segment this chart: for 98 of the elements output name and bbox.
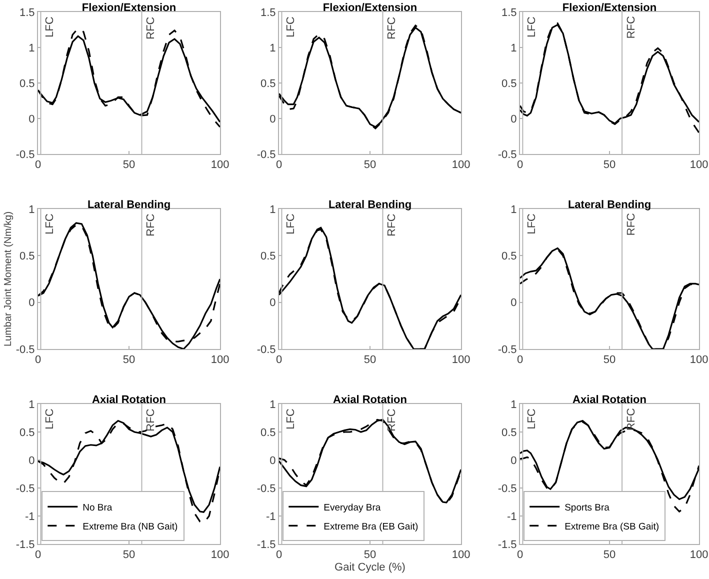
ref-line-label: LFC [285,16,298,38]
y-tick-label: 0.5 [20,78,35,90]
x-axis-title: Gait Cycle (%) [334,561,406,574]
y-tick-label: 0 [510,454,517,467]
y-tick-label: 0 [510,297,517,310]
ref-line-label: RFC [145,408,158,432]
x-tick-label: 50 [603,354,616,366]
legend-label: Sports Bra [564,502,610,514]
y-tick-label: 0.5 [502,250,517,263]
y-tick-label: -0.5 [498,148,517,161]
y-tick-label: 0.5 [260,78,276,90]
ref-line-label: LFC [44,213,56,234]
ref-line-label: LFC [44,16,56,38]
legend-label: Extreme Bra (EB Gait) [324,521,418,532]
chart-title: Lateral Bending [568,199,652,211]
y-axis-title: Lumbar Joint Moment (Nm/kg) [2,211,14,347]
x-tick-label: 50 [122,354,136,366]
ref-line-label: RFC [386,16,398,40]
x-tick-label: 100 [452,354,470,366]
y-tick-label: 1 [28,398,35,411]
y-tick-label: 1 [270,42,276,54]
y-tick-label: 1.5 [502,6,517,19]
chart-title: Axial Rotation [572,394,647,406]
x-tick-label: 100 [690,354,708,366]
chart-title: Axial Rotation [333,394,408,406]
legend-label: Extreme Bra (NB Gait) [82,521,178,532]
ref-line-label: RFC [625,408,638,431]
ref-line-label: RFC [625,16,638,39]
chart-title: Flexion/Extension [562,2,657,14]
y-tick-label: -0.5 [256,148,276,161]
ref-line-label: RFC [386,408,398,432]
ref-line-label: LFC [44,408,56,430]
x-tick-label: 50 [603,549,616,562]
x-tick-label: 50 [122,549,136,562]
ref-line-label: LFC [526,408,538,430]
y-tick-label: 0.5 [502,426,517,439]
y-tick-label: 1 [270,204,276,216]
y-tick-label: 1.5 [260,6,276,19]
x-tick-label: 100 [452,159,470,172]
ref-line-label: LFC [526,16,538,38]
y-tick-label: 0 [270,297,276,310]
x-tick-label: 100 [210,159,230,172]
y-tick-label: -0.5 [16,482,35,495]
y-tick-label: -1 [266,510,276,523]
x-tick-label: 50 [364,354,376,366]
chart-title: Lateral Bending [87,199,171,211]
y-tick-label: -1 [507,510,517,523]
y-tick-label: 0 [28,113,35,126]
y-tick-label: -0.5 [16,344,35,356]
x-tick-label: 50 [603,159,616,172]
y-tick-label: 0.5 [20,250,35,263]
x-tick-label: 100 [210,354,230,366]
y-tick-label: 0.5 [260,426,276,439]
y-tick-label: 1 [270,398,276,411]
y-tick-label: -0.5 [16,148,35,161]
chart-title: Lateral Bending [328,199,412,211]
x-tick-label: 100 [690,549,708,562]
legend-label: No Bra [82,502,113,514]
x-tick-label: 100 [452,549,470,562]
ref-line-label: RFC [145,16,158,40]
y-tick-label: 0.5 [502,78,517,90]
ref-line-label: RFC [625,212,638,236]
y-tick-label: 0 [510,113,517,126]
y-tick-label: -1.5 [16,538,35,551]
y-tick-label: 1.5 [20,6,35,19]
y-tick-label: 1 [28,204,35,216]
y-tick-label: 0 [270,113,276,126]
chart-title: Axial Rotation [92,394,166,406]
y-tick-label: 1 [28,42,35,54]
y-tick-label: -1 [25,510,35,523]
ref-line-label: LFC [526,213,538,234]
y-tick-label: 0 [28,297,35,310]
x-tick-label: 50 [364,549,376,562]
ref-line-label: RFC [386,214,398,236]
y-tick-label: 1 [510,42,517,54]
y-tick-label: 1 [510,204,517,216]
ref-line-label: LFC [285,408,298,430]
chart-title: Flexion/Extension [322,2,418,14]
chart-title: Flexion/Extension [82,2,176,14]
x-tick-label: 100 [210,549,230,562]
legend-label: Extreme Bra (SB Gait) [564,521,660,532]
y-tick-label: 0.5 [260,250,276,263]
y-tick-label: -0.5 [498,344,517,356]
y-tick-label: -0.5 [498,482,517,495]
y-tick-label: 0.5 [20,426,35,439]
y-tick-label: -1.5 [256,538,276,551]
x-tick-label: 50 [122,159,136,172]
ref-line-label: LFC [285,213,298,234]
y-tick-label: 1 [510,398,517,411]
x-tick-label: 50 [364,159,376,172]
y-tick-label: -0.5 [256,344,276,356]
legend-label: Everyday Bra [324,502,382,514]
y-tick-label: -0.5 [256,482,276,495]
y-tick-label: 0 [28,454,35,467]
y-tick-label: 0 [270,454,276,467]
x-tick-label: 100 [690,159,708,172]
ref-line-label: RFC [145,214,158,236]
y-tick-label: -1.5 [498,538,517,551]
